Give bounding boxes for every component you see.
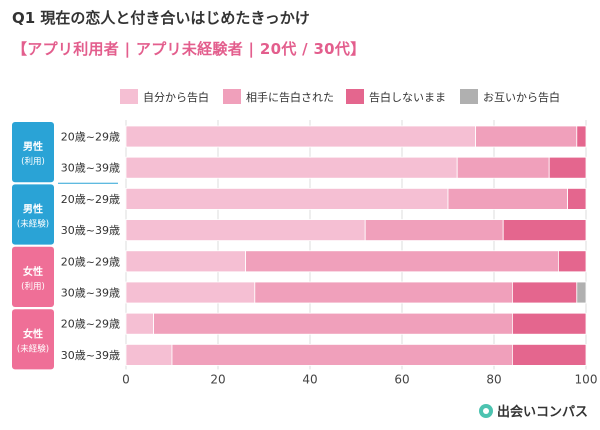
group-sublabel: (利用) [21,156,45,167]
bar-segment [125,281,256,304]
row-label: 20歳~29歳 [61,193,120,206]
bars [125,125,587,366]
bar-segment [456,156,550,179]
bar-segment [567,187,587,210]
legend-label: 相手に告白された [246,90,334,104]
bar-segment [576,281,587,304]
chart-title: Q1 現在の恋人と付き合いはじめたきっかけ [12,9,310,27]
row-labels: 20歳~29歳 30歳~39歳 20歳~29歳 30歳~39歳 20歳~29歳 30歳~3… [61,131,120,362]
group-labels: 男性 (利用) 男性 (未経験) 女性 (利用) 女性 (未経験) [12,122,118,370]
bar-segment [364,219,504,242]
row-label: 30歳~39歳 [61,287,120,300]
bar-segment [171,343,513,366]
group-box [12,309,54,370]
legend-label: 告白しないまま [369,90,446,104]
row-label: 20歳~29歳 [61,318,120,331]
x-tick-label: 40 [302,372,317,386]
compass-heart-icon [478,403,493,418]
bar-segment [548,156,587,179]
legend-label: お互いから告白 [483,90,560,104]
x-tick-label: 100 [575,372,598,386]
group-sublabel: (未経験) [17,219,49,230]
bar-segment [153,312,513,335]
row-label: 20歳~29歳 [61,255,120,268]
group-label: 女性 [23,265,43,278]
group-box [12,246,54,307]
legend-label: 自分から告白 [143,90,209,104]
bar-segment [125,250,246,273]
bar-segment [125,343,173,366]
bar-segment [558,250,587,273]
row-label: 20歳~29歳 [61,131,120,144]
group-sublabel: (利用) [21,281,45,292]
bar-segment [245,250,559,273]
bar-segment [125,125,477,148]
chart-subtitle: 【アプリ利用者 | アプリ未経験者 | 20代 / 30代】 [12,40,366,58]
legend: 自分から告白 相手に告白された 告白しないまま お互いから告白 [120,89,560,104]
group-box [12,122,54,183]
bar-segment [254,281,513,304]
bar-segment [125,219,366,242]
row-label: 30歳~39歳 [61,162,120,175]
legend-swatch [346,89,364,104]
bar-segment [502,219,587,242]
x-tick-label: 20 [210,372,225,386]
group-label: 男性 [23,140,43,153]
bar-segment [576,125,587,148]
bar-segment [125,187,449,210]
bar-segment [512,281,578,304]
x-tick-label: 0 [122,372,130,386]
bar-segment [447,187,568,210]
x-axis: 0 20 40 60 80 100 [122,372,597,386]
bar-segment [512,343,587,366]
brand-name: 出会いコンパス [496,405,588,420]
brand-logo: 出会いコンパス [478,401,588,420]
group-sublabel: (未経験) [17,343,49,354]
bar-segment [125,312,155,335]
group-box [12,184,54,245]
bar-segment [125,156,458,179]
group-label: 女性 [23,327,43,340]
x-tick-label: 60 [394,372,409,386]
legend-swatch [120,89,138,104]
legend-swatch [460,89,478,104]
x-tick-label: 80 [486,372,501,386]
legend-swatch [223,89,241,104]
row-label: 30歳~39歳 [61,224,120,237]
group-label: 男性 [23,203,43,216]
bar-segment [512,312,587,335]
bar-segment [475,125,578,148]
row-label: 30歳~39歳 [61,349,120,362]
